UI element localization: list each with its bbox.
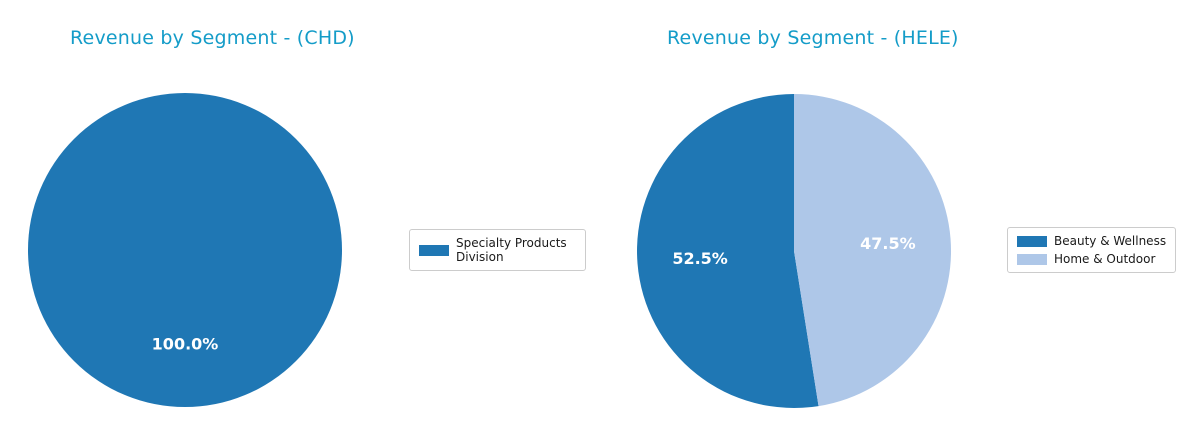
chart-title-chd: Revenue by Segment - (CHD) — [70, 27, 355, 49]
legend-swatch — [1017, 253, 1047, 265]
pie-chart-chd: 100.0% — [28, 93, 342, 407]
pct-label: 47.5% — [860, 234, 916, 253]
legend-label: Specialty Products Division — [456, 236, 567, 265]
legend-label: Home & Outdoor — [1054, 252, 1156, 267]
pie-slice-home-outdoor — [794, 94, 952, 407]
legend-hele: Beauty & Wellness Home & Outdoor — [1007, 227, 1177, 274]
pct-label: 52.5% — [672, 249, 728, 268]
legend-item-specialty-products-division: Specialty Products Division — [419, 236, 576, 264]
legend-item-home-outdoor: Home & Outdoor — [1017, 252, 1166, 266]
legend-swatch — [419, 244, 449, 256]
legend-item-beauty-wellness: Beauty & Wellness — [1017, 234, 1166, 248]
legend-chd: Specialty Products Division — [409, 229, 586, 272]
pie-slice-beauty-wellness — [637, 94, 819, 408]
pct-label: 100.0% — [152, 335, 219, 354]
legend-label: Beauty & Wellness — [1054, 234, 1167, 248]
legend-swatch — [1017, 235, 1047, 247]
pie-slice-specialty-products-division — [28, 93, 342, 407]
chart-title-hele: Revenue by Segment - (HELE) — [667, 27, 959, 49]
pie-chart-hele: 52.5% 47.5% — [637, 94, 952, 408]
